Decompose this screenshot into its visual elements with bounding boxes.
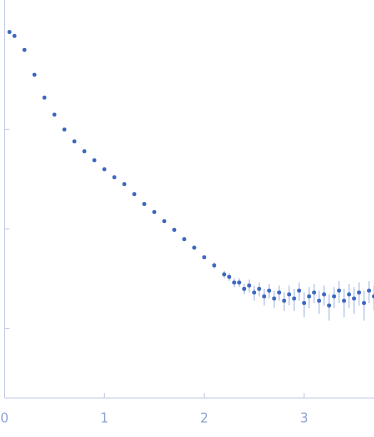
x-tick-label: 2: [200, 412, 208, 427]
point: [232, 280, 237, 285]
point: [42, 95, 47, 100]
point: [302, 301, 307, 306]
point: [322, 292, 327, 297]
point: [7, 29, 12, 34]
point: [252, 290, 257, 295]
point: [92, 158, 97, 163]
point: [102, 167, 107, 172]
point: [237, 280, 242, 285]
point: [62, 127, 67, 132]
point: [212, 263, 217, 268]
point: [272, 296, 277, 301]
point: [357, 290, 362, 295]
point: [52, 112, 57, 117]
point: [262, 294, 267, 299]
point: [267, 288, 272, 293]
point: [292, 296, 297, 301]
point: [227, 274, 232, 279]
point: [72, 139, 77, 144]
point: [152, 210, 157, 215]
x-tick-label: 0: [0, 412, 8, 427]
point: [242, 286, 247, 291]
point: [342, 298, 347, 303]
point: [12, 33, 17, 38]
point: [352, 296, 357, 301]
point: [222, 272, 227, 277]
point: [307, 294, 312, 299]
point: [317, 298, 322, 303]
point: [362, 301, 367, 306]
point: [142, 202, 147, 207]
point: [182, 237, 187, 242]
point: [162, 219, 167, 224]
point: [327, 303, 332, 308]
point: [367, 288, 372, 293]
point: [282, 298, 287, 303]
point: [287, 292, 292, 297]
x-tick-label: 1: [100, 412, 108, 427]
point: [132, 192, 137, 197]
point: [312, 290, 317, 295]
point: [337, 288, 342, 293]
point: [347, 292, 352, 297]
point: [202, 255, 207, 260]
point: [112, 175, 117, 180]
point: [332, 294, 337, 299]
x-tick-label: 3: [300, 412, 308, 427]
point: [32, 72, 37, 77]
point: [172, 227, 177, 232]
point: [122, 182, 127, 187]
point: [82, 149, 87, 154]
point: [257, 286, 262, 291]
point: [247, 283, 252, 288]
point: [277, 290, 282, 295]
point: [22, 47, 27, 52]
point: [192, 245, 197, 250]
point: [297, 288, 302, 293]
